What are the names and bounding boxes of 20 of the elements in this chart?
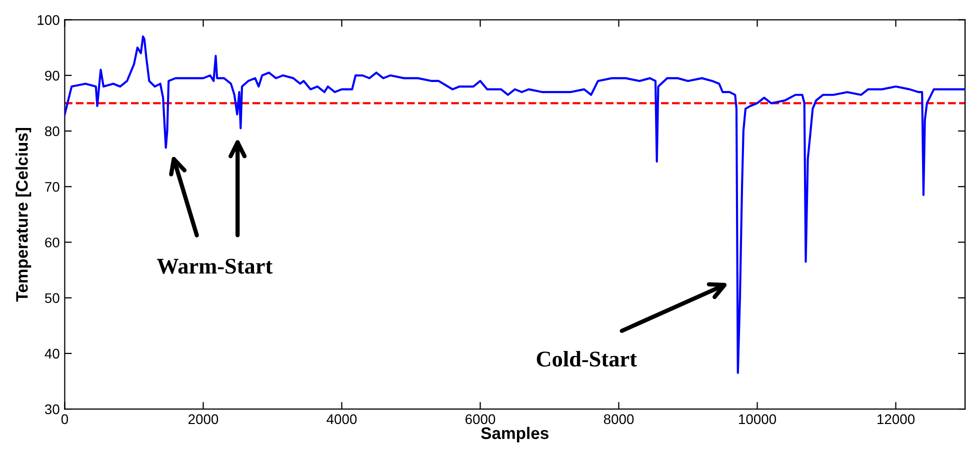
annotation: Warm-Start (156, 258, 273, 274)
y-tick-label: 60 (45, 238, 60, 248)
y-tick-label: 80 (45, 126, 60, 136)
x-tick-label: 12000 (878, 414, 915, 424)
y-tick-label: 90 (45, 70, 60, 81)
x-tick-label: 10000 (739, 414, 776, 424)
x-tick-label: 2000 (188, 414, 218, 424)
annotation: Cold-Start (536, 350, 637, 367)
y-tick-label: 70 (45, 182, 60, 192)
x-tick-label: 6000 (466, 414, 496, 424)
x-tick-label: 8000 (604, 414, 634, 424)
y-axis-title: Temperature [Celcius] (16, 128, 32, 302)
x-tick-label: 4000 (326, 414, 357, 424)
y-tick-label: 30 (44, 404, 60, 414)
x-axis-title: Samples (481, 426, 548, 442)
y-tick-label: 50 (44, 293, 60, 304)
x-tick-label: 0 (61, 414, 68, 424)
y-tick-label: 100 (38, 15, 60, 25)
y-tick-label: 40 (44, 348, 60, 359)
line-series (64, 35, 966, 374)
